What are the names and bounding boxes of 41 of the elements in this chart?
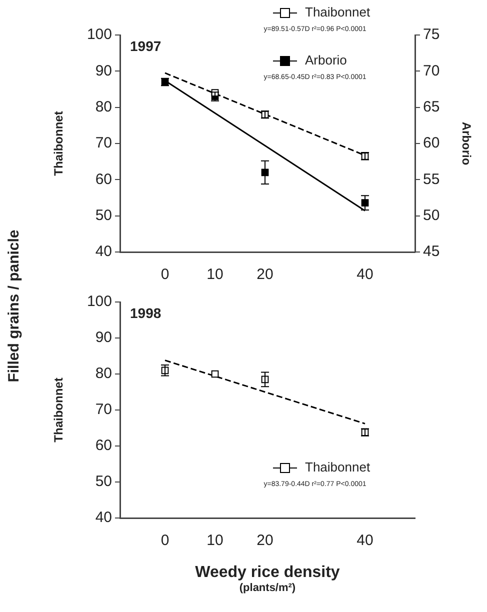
- y-tick-label: 60: [95, 170, 112, 188]
- text: Filled grains / panicle: [6, 230, 22, 382]
- y-tick-label: 90: [95, 329, 112, 346]
- y-tick-label: 60: [95, 437, 112, 454]
- x-tick-label: 10: [206, 532, 224, 550]
- y-axis-title: Thaibonnet: [52, 111, 66, 176]
- x-tick-label: 40: [356, 266, 374, 284]
- y2-tick-label: 50: [423, 206, 440, 224]
- x-tick-label: 10: [206, 266, 224, 284]
- x-axis-title: Weedy rice density (plants/m²): [194, 564, 341, 594]
- legend-label: Arborio: [305, 52, 347, 68]
- y-tick-label: 80: [95, 98, 112, 116]
- y-tick-label: 40: [95, 243, 112, 260]
- y-tick-label: 70: [95, 134, 112, 152]
- y2-tick-label: 75: [423, 26, 440, 44]
- y2-axis-title: Arborio: [459, 122, 474, 166]
- x-tick-label: 20: [256, 532, 274, 550]
- y-tick-label: 50: [95, 206, 112, 224]
- y-tick-label: 50: [95, 473, 112, 490]
- legend-label: Thaibonnet: [305, 4, 370, 20]
- x-tick-label: 40: [356, 532, 374, 550]
- y2-tick-label: 45: [423, 243, 440, 260]
- y-tick-label: 70: [95, 401, 112, 418]
- y-tick-label: 90: [95, 62, 112, 80]
- y2-tick-label: 70: [423, 62, 440, 80]
- y-axis-title: Thaibonnet: [52, 378, 66, 442]
- line-series: [164, 360, 366, 424]
- y-tick-label: 100: [86, 293, 112, 310]
- point: [211, 370, 219, 378]
- y2-tick-label: 65: [423, 98, 440, 116]
- legend-label: Thaibonnet: [305, 460, 370, 475]
- chart-title: 1998: [130, 304, 162, 321]
- x-tick-label: 20: [256, 266, 274, 284]
- y-tick-label: 100: [86, 26, 112, 44]
- x-tick-label: 0: [160, 266, 170, 284]
- x-tick-label: 0: [160, 532, 170, 550]
- y2-tick-label: 55: [423, 170, 440, 188]
- y-tick-label: 80: [95, 365, 112, 382]
- chart-title: 1997: [130, 38, 162, 54]
- y2-tick-label: 60: [423, 134, 440, 152]
- y-tick-label: 40: [95, 509, 112, 526]
